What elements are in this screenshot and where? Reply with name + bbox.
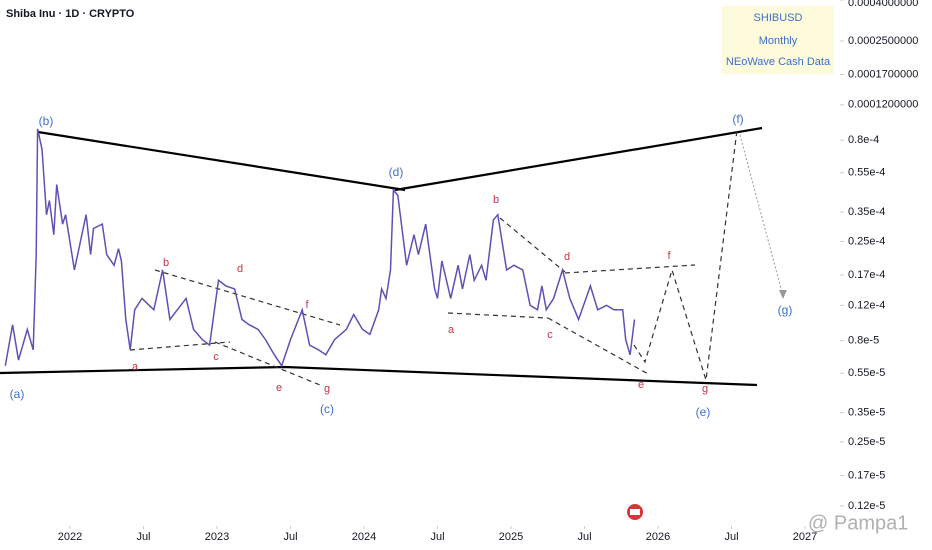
x-tick-label: Jul (577, 531, 591, 543)
price-line (4, 128, 636, 368)
x-tick-label: Jul (724, 531, 738, 543)
wave-label: e (276, 382, 282, 394)
arrow-head (779, 290, 787, 299)
x-tick-label: 2023 (205, 531, 229, 543)
dashed-line (447, 312, 549, 319)
y-tick-label: 0.25e-5 (848, 436, 885, 448)
trend-line (37, 130, 406, 192)
dashed-lines (129, 129, 738, 386)
x-tick-label: 2025 (499, 531, 523, 543)
wave-label: e (638, 379, 644, 391)
y-tick-label: 0.12e-5 (848, 500, 885, 512)
event-icon-flag (630, 509, 640, 515)
y-tick-label: 0.17e-4 (848, 269, 885, 281)
x-tick-label: Jul (136, 531, 150, 543)
y-tick-label: 0.0004000000 (848, 0, 918, 9)
y-tick-label: 0.35e-5 (848, 407, 885, 419)
dashed-line (214, 341, 321, 386)
y-tick-label: 0.0002500000 (848, 35, 918, 47)
wave-label: a (132, 361, 139, 373)
wave-label: (d) (389, 165, 404, 179)
watermark: @ Pampa1 (808, 512, 908, 534)
trend-line (394, 126, 763, 192)
wave-label: (c) (320, 402, 334, 416)
wave-label: f (305, 299, 309, 311)
chart-title: Shiba Inu · 1D · CRYPTO (6, 8, 135, 20)
y-tick-label: 0.8e-4 (848, 134, 879, 146)
wave-label: c (547, 329, 553, 341)
dashed-line (129, 341, 231, 351)
wave-label: (g) (778, 303, 793, 317)
legend-text: Monthly (759, 35, 798, 47)
trend-line (0, 365, 758, 387)
wave-label: (e) (696, 405, 711, 419)
legend-text: NEoWave Cash Data (726, 56, 831, 68)
legend-text: SHIBUSD (754, 12, 803, 24)
projection-arrow (739, 134, 784, 297)
x-tick-label: 2022 (58, 531, 82, 543)
x-tick-label: Jul (283, 531, 297, 543)
wave-label: f (667, 250, 671, 262)
projection-path (633, 129, 738, 381)
wave-label: b (493, 194, 499, 206)
x-tick-label: 2027 (793, 531, 817, 543)
wave-label: d (564, 251, 570, 263)
wave-label: d (237, 263, 243, 275)
wave-label: (f) (732, 112, 743, 126)
wave-label: (a) (10, 387, 25, 401)
y-tick-label: 0.17e-5 (848, 469, 885, 481)
dashed-line (499, 217, 566, 273)
y-tick-label: 0.25e-4 (848, 235, 885, 247)
dashed-line (547, 317, 651, 376)
y-tick-label: 0.55e-4 (848, 167, 885, 179)
dashed-line (564, 264, 696, 274)
legend-box (722, 6, 834, 74)
wave-label: c (213, 351, 219, 363)
y-tick-label: 0.0001200000 (848, 99, 918, 111)
y-tick-label: 0.8e-5 (848, 335, 879, 347)
y-tick-label: 0.12e-4 (848, 299, 885, 311)
wave-label: (b) (39, 114, 54, 128)
x-tick-label: 2026 (646, 531, 670, 543)
y-tick-label: 0.55e-5 (848, 367, 885, 379)
y-tick-label: 0.35e-4 (848, 206, 885, 218)
wave-label: g (324, 383, 330, 395)
wave-label: g (702, 383, 708, 395)
x-tick-label: Jul (430, 531, 444, 543)
x-tick-label: 2024 (352, 531, 376, 543)
wave-label: b (163, 257, 169, 269)
y-tick-label: 0.0001700000 (848, 68, 918, 80)
wave-label: a (448, 324, 455, 336)
dashed-line (154, 269, 341, 326)
trend-lines (0, 126, 763, 387)
